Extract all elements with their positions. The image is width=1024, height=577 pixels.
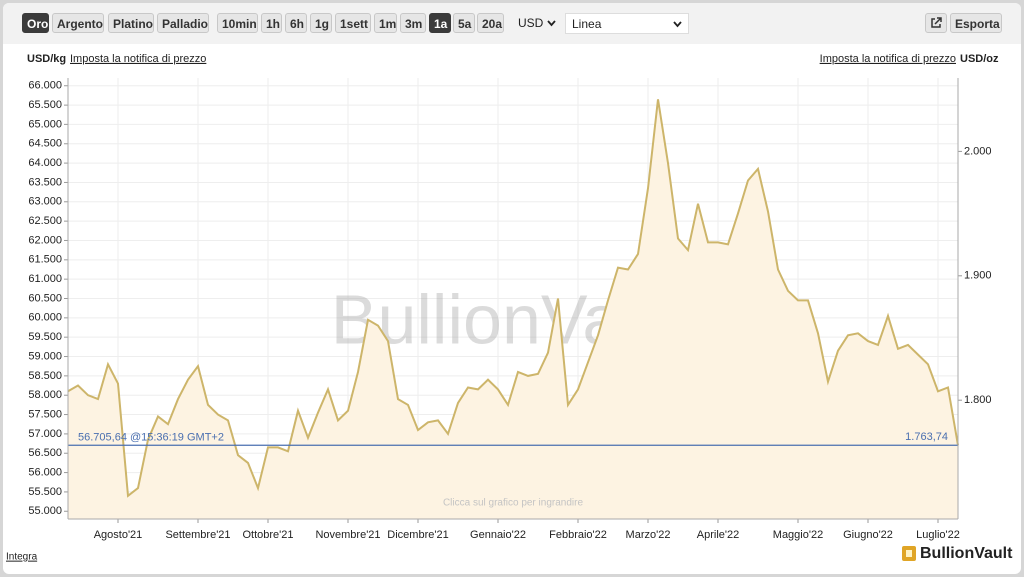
y-tick-label: 59.500 [28, 331, 62, 343]
left-alert-link[interactable]: Imposta la notifica di prezzo [70, 53, 206, 65]
x-tick-label: Aprile'22 [697, 529, 739, 541]
y-tick-label: 55.000 [28, 505, 62, 517]
toolbar-button[interactable]: 20a [477, 13, 504, 33]
y-tick-label: 66.000 [28, 80, 62, 92]
current-price-value: 56.705,64 [78, 431, 127, 443]
y-tick-label: 60.000 [28, 312, 62, 324]
logo-icon-inner [906, 550, 912, 557]
x-tick-label: Gennaio'22 [470, 529, 526, 541]
export-button[interactable]: Esporta [950, 13, 1002, 33]
y-tick-label: 63.000 [28, 196, 62, 208]
y-tick-label: 56.000 [28, 466, 62, 478]
popout-icon [931, 17, 942, 28]
y-tick-label: 58.500 [28, 370, 62, 382]
right-unit: USD/oz [960, 53, 999, 65]
x-tick-label: Dicembre'21 [387, 529, 448, 541]
toolbar-button[interactable]: Palladio [157, 13, 209, 33]
currency-value: USD [518, 16, 544, 30]
toolbar-button[interactable]: 10min [217, 13, 258, 33]
y-tick-label: 63.500 [28, 176, 62, 188]
area-fill [68, 99, 958, 520]
style-value: Linea [572, 17, 602, 31]
toolbar-button[interactable]: 1sett [335, 13, 371, 33]
y2-tick-label: 1.800 [964, 394, 992, 406]
toolbar-button[interactable]: 1g [310, 13, 332, 33]
y-tick-label: 59.000 [28, 350, 62, 362]
toolbar: USD Linea Esporta Oro Argento Platino Palla… [3, 3, 1021, 44]
price-line [67, 99, 959, 498]
x-tick-label: Settembre'21 [165, 529, 230, 541]
y-tick-label: 65.500 [28, 99, 62, 111]
y-tick-label: 56.500 [28, 447, 62, 459]
currency-select[interactable]: USD [512, 13, 562, 34]
x-tick-label: Marzo'22 [626, 529, 671, 541]
current-price-time: @15:36:19 GMT+2 [130, 431, 224, 443]
x-tick-label: Novembre'21 [315, 529, 380, 541]
current-price-oz: 1.763,74 [905, 431, 948, 443]
style-select[interactable]: Linea [565, 13, 689, 34]
y-tick-label: 57.500 [28, 408, 62, 420]
popout-button[interactable] [925, 13, 947, 33]
toolbar-button[interactable]: 3m [400, 13, 426, 33]
y-tick-label: 55.500 [28, 486, 62, 498]
y-tick-label: 60.500 [28, 292, 62, 304]
chevron [547, 20, 556, 27]
y-tick-label: 64.000 [28, 157, 62, 169]
chart: USD/kg Imposta la notifica di prezzo Imp… [6, 53, 1013, 563]
x-tick-label: Agosto'21 [94, 529, 143, 541]
toolbar-button[interactable]: 1h [261, 13, 282, 33]
integrate-link[interactable]: Integra [6, 552, 38, 563]
widget: USD Linea Esporta Oro Argento Platino Palla… [3, 3, 1021, 574]
logo-text: BullionVault [920, 545, 1013, 562]
y-tick-label: 61.500 [28, 254, 62, 266]
toolbar-button[interactable]: Argento [52, 13, 104, 33]
toolbar-button[interactable]: 1a [429, 13, 451, 33]
y-tick-label: 64.500 [28, 138, 62, 150]
left-unit: USD/kg [27, 53, 66, 65]
current-price-label: 56.705,64 @15:36:19 GMT+2 [78, 431, 224, 443]
chevron [673, 21, 682, 28]
x-tick-label: Luglio'22 [916, 529, 960, 541]
toolbar-button[interactable]: 5a [453, 13, 475, 33]
right-alert-link[interactable]: Imposta la notifica di prezzo [820, 53, 956, 65]
y-tick-label: 62.500 [28, 215, 62, 227]
x-tick-label: Ottobre'21 [242, 529, 293, 541]
x-tick-label: Giugno'22 [843, 529, 893, 541]
y-tick-label: 58.000 [28, 389, 62, 401]
logo: BullionVault [902, 545, 1013, 562]
y-tick-label: 57.000 [28, 428, 62, 440]
toolbar-button[interactable]: 1m [374, 13, 397, 33]
x-tick-label: Maggio'22 [773, 529, 823, 541]
x-tick-label: Febbraio'22 [549, 529, 607, 541]
hint: Clicca sul grafico per ingrandire [443, 498, 584, 509]
toolbar-button[interactable]: Oro [22, 13, 49, 33]
y2-tick-label: 1.900 [964, 270, 992, 282]
toolbar-button[interactable]: 6h [285, 13, 307, 33]
y-tick-label: 65.000 [28, 118, 62, 130]
toolbar-button[interactable]: Platino [108, 13, 154, 33]
y-tick-label: 61.000 [28, 273, 62, 285]
y-tick-label: 62.000 [28, 234, 62, 246]
y2-tick-label: 2.000 [964, 145, 992, 157]
